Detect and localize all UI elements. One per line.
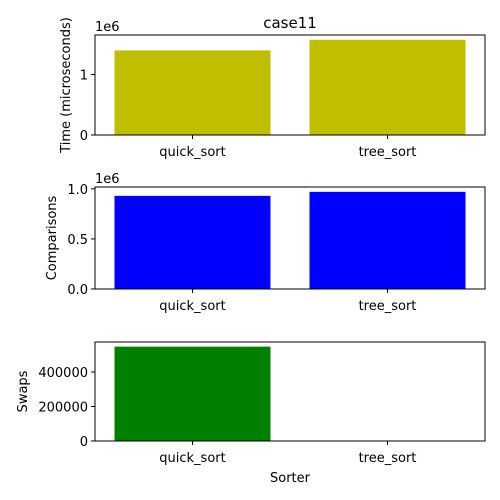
x-tick-label: tree_sort bbox=[359, 145, 417, 160]
x-tick-label: tree_sort bbox=[359, 451, 417, 466]
bar bbox=[114, 346, 271, 441]
y-axis-label: Swaps bbox=[16, 370, 31, 412]
x-tick-label: quick_sort bbox=[159, 145, 225, 160]
axes-frame bbox=[94, 34, 486, 136]
axes-frame bbox=[94, 341, 486, 442]
y-tick-label: 400000 bbox=[38, 366, 88, 381]
y-tick-label: 1.0 bbox=[67, 183, 88, 198]
y-tick-label: 200000 bbox=[38, 401, 88, 416]
bar bbox=[114, 195, 271, 289]
x-tick-label: tree_sort bbox=[359, 299, 417, 314]
y-tick-label: 0 bbox=[80, 129, 88, 144]
x-axis-label: Sorter bbox=[270, 471, 311, 486]
x-tick-label: quick_sort bbox=[159, 299, 225, 314]
y-offset-label: 1e6 bbox=[95, 20, 120, 35]
y-axis-label: Comparisons bbox=[45, 195, 60, 280]
y-tick-label: 1 bbox=[80, 69, 88, 84]
axes-frame bbox=[94, 186, 486, 290]
y-tick-label: 0 bbox=[80, 435, 88, 450]
y-tick-label: 0.5 bbox=[67, 233, 88, 248]
bar bbox=[309, 191, 466, 289]
y-axis-label: Time (microseconds) bbox=[59, 17, 74, 154]
bar bbox=[309, 39, 466, 135]
bar bbox=[114, 50, 271, 136]
y-offset-label: 1e6 bbox=[95, 172, 120, 187]
x-tick-label: quick_sort bbox=[159, 451, 225, 466]
y-tick-label: 0.0 bbox=[67, 283, 88, 298]
chart-title: case11 bbox=[263, 14, 317, 32]
